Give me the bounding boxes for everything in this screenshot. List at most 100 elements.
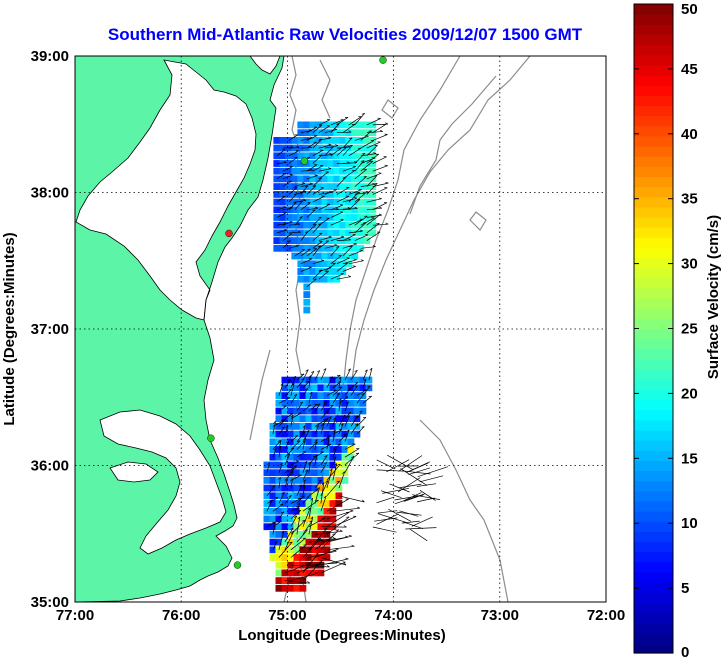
colorbar-band — [634, 348, 673, 360]
velocity-vector — [314, 403, 321, 412]
velocity-vector — [330, 255, 342, 265]
velocity-cell — [275, 461, 283, 469]
vector-head — [288, 495, 292, 497]
velocity-cell — [335, 392, 343, 399]
velocity-cell — [323, 399, 331, 407]
colorbar-tick-label: 0 — [681, 644, 689, 659]
vector-head — [303, 479, 306, 482]
velocity-vector — [332, 463, 338, 481]
velocity-vector — [366, 215, 380, 226]
velocity-cell — [293, 415, 301, 423]
velocity-vector — [336, 146, 348, 157]
vector-head — [359, 249, 363, 251]
vector-head — [374, 144, 378, 147]
velocity-vector — [306, 135, 318, 141]
velocity-vector — [412, 494, 441, 500]
velocity-vector — [330, 246, 340, 257]
coastline-segment — [109, 461, 159, 483]
vector-head — [350, 509, 354, 512]
velocity-vector — [354, 192, 366, 203]
velocity-cell — [281, 399, 289, 407]
coastline-segment — [99, 409, 227, 555]
velocity-vector — [344, 368, 351, 381]
velocity-vector — [338, 423, 344, 435]
vector-head — [352, 265, 356, 267]
velocity-vector — [294, 200, 307, 203]
velocity-vector — [366, 131, 383, 134]
velocity-vector — [344, 415, 351, 427]
colorbar-band — [634, 186, 673, 198]
vector-head — [362, 152, 366, 155]
vector-head — [314, 441, 318, 444]
velocity-cell — [293, 430, 301, 438]
colorbar-band — [634, 419, 673, 431]
velocity-cell — [311, 399, 319, 407]
vector-head — [348, 130, 352, 133]
velocity-vector — [330, 123, 340, 133]
colorbar-band — [634, 500, 673, 512]
velocity-cell — [303, 260, 311, 268]
velocity-vector — [320, 423, 325, 435]
velocity-vector — [308, 403, 318, 412]
velocity-cell — [323, 500, 331, 507]
albemarle-sound — [110, 462, 158, 482]
velocity-cell — [293, 477, 301, 484]
velocity-cell — [303, 244, 311, 252]
vector-head — [283, 418, 287, 420]
velocity-vector — [284, 467, 294, 474]
velocity-vector — [416, 483, 437, 487]
velocity-cell — [327, 268, 335, 275]
vector-head — [346, 429, 350, 432]
velocity-cell — [345, 183, 353, 190]
velocity-cell — [293, 577, 301, 584]
vector-head — [355, 452, 359, 454]
velocity-cell — [333, 221, 341, 229]
colorbar-band — [634, 561, 673, 573]
velocity-vector — [326, 535, 352, 543]
velocity-vector — [302, 499, 319, 512]
vector-head — [325, 480, 329, 483]
vector-head — [309, 391, 313, 395]
velocity-cell — [329, 500, 337, 507]
velocity-vector — [288, 156, 298, 164]
velocity-cell — [279, 214, 287, 221]
colorbar-band — [634, 4, 673, 15]
velocity-cell — [297, 152, 305, 160]
velocity-cell — [293, 554, 301, 561]
velocity-vector — [272, 421, 276, 435]
velocity-vector — [366, 198, 382, 203]
vector-head — [281, 491, 285, 495]
velocity-vector — [338, 376, 342, 388]
velocity-vector — [326, 498, 349, 512]
colorbar-band — [634, 450, 673, 461]
velocity-vector — [382, 487, 409, 494]
velocity-vector — [306, 164, 318, 172]
velocity-vector — [326, 376, 334, 388]
velocity-cell — [263, 515, 271, 523]
x-tick-label: 77:00 — [56, 607, 94, 624]
velocity-vector — [276, 173, 286, 180]
velocity-cell — [287, 430, 295, 438]
vector-head — [301, 373, 305, 375]
vector-head — [369, 160, 373, 163]
vector-head — [304, 231, 309, 233]
vector-head — [321, 259, 325, 261]
vector-head — [280, 511, 285, 514]
velocity-cell — [339, 121, 347, 129]
vector-head — [317, 370, 320, 373]
velocity-vector — [330, 204, 344, 211]
velocity-cell — [293, 515, 301, 523]
velocity-cell — [327, 144, 335, 152]
colorbar-band — [634, 227, 673, 238]
velocity-vector — [348, 116, 362, 126]
velocity-cell — [335, 415, 343, 423]
vector-head — [312, 455, 316, 458]
velocity-vector — [344, 452, 360, 466]
vector-head — [315, 552, 319, 555]
velocity-cell — [357, 129, 365, 137]
velocity-cell — [311, 523, 319, 531]
colorbar-band — [634, 145, 673, 157]
velocity-cell — [269, 546, 277, 554]
velocity-vector — [290, 440, 301, 450]
velocity-vector — [276, 195, 286, 203]
